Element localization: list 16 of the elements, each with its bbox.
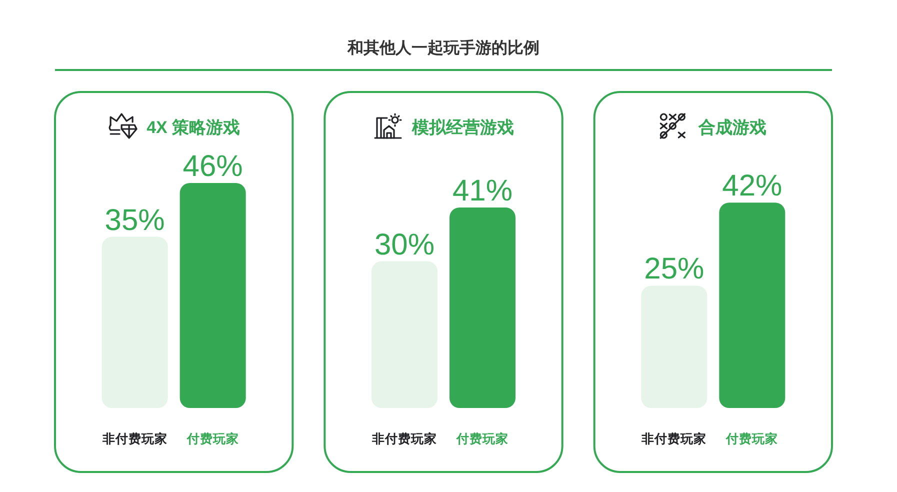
x-tick-label: 付费玩家 (186, 431, 239, 446)
data-label: 30% (374, 228, 435, 262)
data-label: 35% (104, 204, 165, 237)
x-tick-label: 非付费玩家 (640, 431, 707, 446)
chart-title: 合成游戏 (698, 118, 767, 137)
data-label: 46% (182, 150, 243, 183)
x-tick-label: 付费玩家 (725, 431, 778, 446)
text: 和其他人一起玩手游的比例 (346, 39, 540, 57)
data-label: 42% (722, 170, 782, 203)
x-tick-label: 非付费玩家 (371, 431, 437, 446)
x-tick-label: 付费玩家 (456, 431, 508, 446)
data-label: 25% (644, 252, 704, 286)
data-label: 41% (452, 174, 513, 208)
chart-title: 4X 策略游戏 (146, 118, 240, 137)
chart-title: 模拟经营游戏 (411, 118, 514, 137)
x-tick-label: 非付费玩家 (101, 431, 168, 446)
